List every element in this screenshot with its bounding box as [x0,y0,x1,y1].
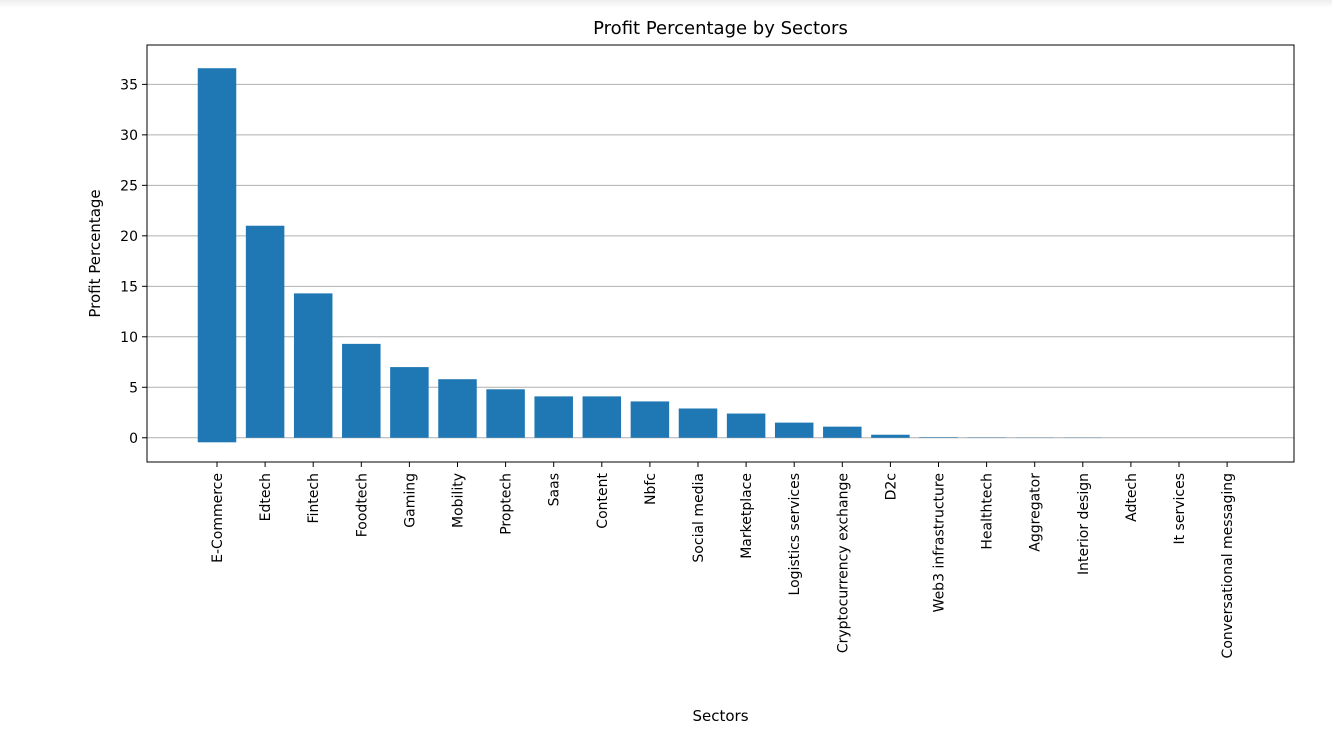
bars [197,68,1103,443]
bar [245,225,285,438]
y-tick-label: 5 [129,380,138,396]
x-tick-label: Conversational messaging [1220,473,1236,658]
bar [582,396,622,438]
plot-frame [146,44,1295,463]
y-tick-label: 10 [120,330,138,346]
bar [678,408,718,438]
x-tick-label: Saas [547,473,563,506]
y-tick-label: 25 [120,178,138,194]
bar [342,343,381,438]
x-tick-label: Fintech [306,473,322,523]
y-tick-label: 15 [120,279,138,295]
bar [871,434,910,438]
x-tick-label: Gaming [402,473,418,528]
bar [390,367,429,438]
y-tick-label: 30 [120,128,138,144]
window-top-shade [0,0,1332,8]
x-axis-label: Sectors [692,707,748,725]
x-tick-label: Healthtech [980,473,996,550]
bar [197,68,237,443]
x-tick-label: Foodtech [354,473,370,537]
x-tick-label: Web3 infrastructure [932,473,948,612]
bar [919,437,958,438]
x-tick-label: Nbfc [643,473,659,505]
bar [630,401,670,438]
bar [438,379,477,438]
bar [823,426,862,438]
x-axis: E-Commerce Edtech Fintech Foodtech Gaming Mob… [210,462,1236,658]
x-tick-label: Cryptocurrency exchange [835,473,851,653]
x-tick-label: Content [595,472,611,528]
x-tick-label: Social media [691,473,707,563]
grid-lines [147,83,1294,439]
x-tick-label: D2c [883,473,899,500]
x-tick-label: Proptech [499,473,515,535]
x-tick-label: Adtech [1124,473,1140,522]
x-tick-label: Marketplace [739,473,755,559]
y-tick-label: 20 [120,229,138,245]
x-tick-label: Mobility [451,473,467,528]
bar [293,293,333,438]
y-axis: 0 5 10 15 20 25 30 35 [120,77,147,447]
x-tick-label: Aggregator [1028,473,1044,552]
bar [534,396,573,438]
y-axis-label: Profit Percentage [86,189,104,317]
y-tick-label: 35 [120,77,138,93]
bar [726,413,766,438]
chart-title: Profit Percentage by Sectors [593,18,848,39]
x-tick-label: It services [1172,473,1188,545]
x-tick-label: Interior design [1076,473,1092,575]
x-tick-label: E-Commerce [210,473,226,563]
y-tick-label: 0 [129,431,138,447]
bar [774,422,814,438]
bar [486,389,525,438]
x-tick-label: Edtech [258,473,274,521]
x-tick-label: Logistics services [787,473,803,595]
